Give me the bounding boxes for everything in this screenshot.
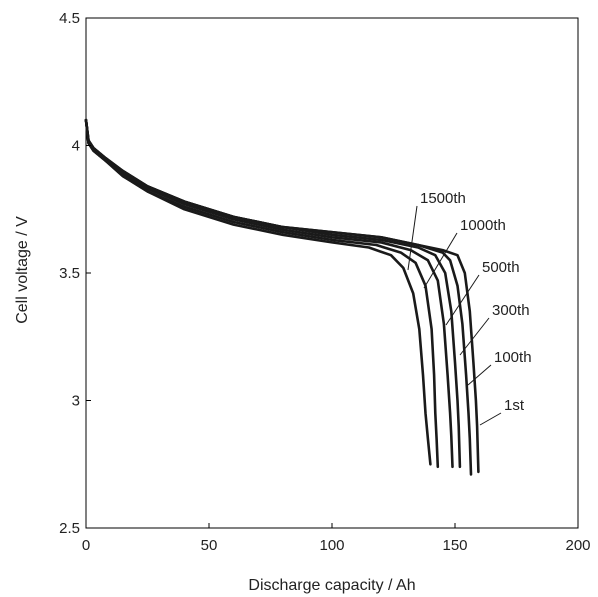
discharge-curve-1500th	[84, 118, 432, 466]
leader-line-300th	[459, 317, 490, 356]
y-axis-title: Cell voltage / V	[14, 216, 31, 324]
leader-line-100th	[467, 364, 492, 386]
x-tick-label: 150	[442, 537, 467, 554]
y-tick-label: 4.5	[59, 10, 80, 27]
series-label-500th: 500th	[482, 259, 520, 276]
discharge-curve-1000th	[84, 118, 440, 469]
x-tick-label: 200	[565, 537, 590, 554]
x-tick-label: 0	[82, 537, 90, 554]
y-tick-label: 3.5	[59, 265, 80, 282]
leader-line-1000th	[423, 232, 458, 289]
x-tick-label: 50	[201, 537, 218, 554]
discharge-curve-300th	[84, 118, 462, 469]
x-tick-label: 100	[319, 537, 344, 554]
series-label-100th: 100th	[494, 349, 532, 366]
series-label-1000th: 1000th	[460, 217, 506, 234]
leader-line-1500th	[407, 205, 418, 271]
discharge-curve-1st	[84, 118, 480, 474]
discharge-curve-500th	[84, 118, 454, 469]
series-label-1500th: 1500th	[420, 190, 466, 207]
x-axis-title: Discharge capacity / Ah	[248, 577, 415, 594]
y-tick-label: 2.5	[59, 520, 80, 537]
series-label-1st: 1st	[504, 397, 525, 414]
y-tick-label: 4	[72, 138, 80, 155]
y-tick-label: 3	[72, 393, 80, 410]
leader-line-1st	[479, 412, 502, 426]
series-label-300th: 300th	[492, 302, 530, 319]
leader-line-500th	[445, 274, 480, 326]
